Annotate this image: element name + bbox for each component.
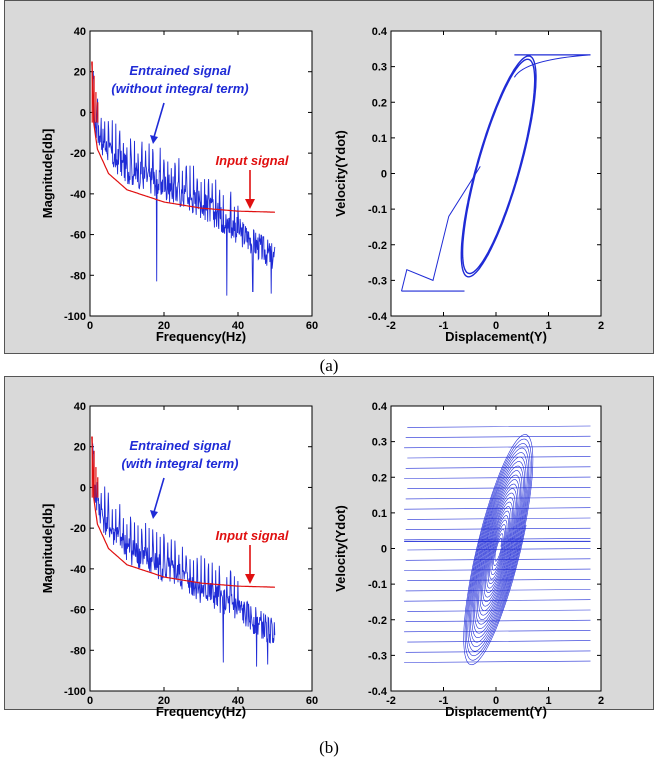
caption-a: (a) (319, 356, 339, 375)
y-tick-label: -0.4 (368, 311, 388, 323)
x-tick-label: 60 (306, 320, 318, 332)
x-tick-label: 0 (493, 695, 499, 707)
x-tick-label: 20 (158, 695, 170, 707)
chart-3: 0 20 40 60-100-80-60-40-2002040Frequency(Hz… (40, 401, 318, 719)
limit-cycle-line (460, 55, 537, 278)
x-axis-label: Displacement(Y) (445, 329, 547, 344)
y-axis-label: Velocity(Ydot) (333, 505, 348, 592)
chart-1: 0 20 40 60-100-80-60-40-2002040Frequency(Hz… (40, 26, 318, 344)
y-tick-label: 0 (381, 169, 387, 181)
transient-line (401, 166, 481, 292)
input-signal-line (91, 61, 275, 213)
x-axis-label: Displacement(Y) (445, 704, 547, 719)
y-tick-label: -0.2 (368, 615, 387, 627)
y-tick-label: -20 (70, 523, 86, 535)
y-axis-label: Magnitude[db] (40, 129, 55, 219)
x-tick-label: -2 (386, 320, 396, 332)
entrained-arrow-head (150, 510, 158, 519)
y-tick-label: -80 (70, 270, 86, 282)
x-tick-label: 0 (493, 320, 499, 332)
entrained-arrow-shaft (153, 477, 165, 513)
y-tick-label: -40 (70, 189, 86, 201)
y-tick-label: -100 (64, 686, 86, 698)
y-axis-label: Magnitude[db] (40, 504, 55, 594)
y-tick-label: -20 (70, 148, 86, 160)
y-tick-label: -80 (70, 645, 86, 657)
y-tick-label: -0.1 (368, 204, 387, 216)
y-tick-label: -100 (64, 311, 86, 323)
y-tick-label: -0.3 (368, 275, 387, 287)
plot-area (390, 30, 602, 317)
y-tick-label: 0.4 (372, 401, 388, 413)
x-tick-label: 60 (306, 695, 318, 707)
y-tick-label: 0.3 (372, 437, 387, 449)
spiral-trajectory (463, 434, 534, 666)
x-tick-label: -1 (439, 320, 449, 332)
x-tick-label: 40 (232, 320, 244, 332)
x-axis-label: Frequency(Hz) (156, 329, 246, 344)
input-signal-annotation: Input signal (216, 528, 289, 543)
entrained-arrow-head (150, 135, 158, 144)
y-axis-label: Velocity(Ydot) (333, 130, 348, 217)
input-signal-annotation: Input signal (216, 153, 289, 168)
y-tick-label: -40 (70, 564, 86, 576)
y-tick-label: 0.1 (372, 133, 387, 145)
y-tick-label: -0.2 (368, 240, 387, 252)
x-tick-label: 1 (545, 695, 551, 707)
y-tick-label: 40 (74, 401, 86, 413)
y-tick-label: 0.2 (372, 472, 387, 484)
x-tick-label: 40 (232, 695, 244, 707)
input-arrow-head (245, 574, 255, 584)
y-tick-label: 0.2 (372, 97, 387, 109)
entrained-signal-annotation-sub: (without integral term) (111, 81, 248, 96)
entrained-arrow-shaft (153, 102, 165, 138)
chart-4: -2 -1 0 1 2 -0.4 -0.3 -0.2 -0.1 0 0.1 0.2 0.3 0.4 Disp… (333, 401, 604, 719)
entrained-signal-line (91, 436, 276, 667)
y-tick-label: 0.1 (372, 508, 387, 520)
y-tick-label: -0.4 (368, 686, 388, 698)
saturation-approach (513, 54, 591, 78)
input-signal-line (91, 436, 275, 588)
y-tick-label: 0 (80, 482, 86, 494)
y-tick-label: 40 (74, 26, 86, 38)
x-tick-label: -1 (439, 695, 449, 707)
y-tick-label: 0 (381, 544, 387, 556)
entrained-signal-annotation: Entrained signal (129, 63, 231, 78)
y-tick-label: 20 (74, 67, 86, 79)
y-tick-label: -0.3 (368, 650, 387, 662)
x-tick-label: 2 (598, 320, 604, 332)
x-tick-label: 20 (158, 320, 170, 332)
chart-2: -2 -1 0 1 2 -0.4 -0.3 -0.2 -0.1 0 0.1 0.2 0.3 0.4 Disp… (333, 26, 604, 344)
x-tick-label: 0 (87, 695, 93, 707)
entrained-signal-annotation: Entrained signal (129, 438, 231, 453)
y-tick-label: -60 (70, 605, 86, 617)
y-tick-label: -60 (70, 230, 86, 242)
input-arrow-head (245, 199, 255, 209)
entrained-signal-line (91, 63, 276, 296)
x-axis-label: Frequency(Hz) (156, 704, 246, 719)
y-tick-label: 0 (80, 107, 86, 119)
y-tick-label: -0.1 (368, 579, 387, 591)
entrained-signal-annotation-sub: (with integral term) (121, 456, 238, 471)
x-tick-label: 0 (87, 320, 93, 332)
x-tick-label: -2 (386, 695, 396, 707)
caption-b: (b) (319, 738, 339, 757)
x-tick-label: 2 (598, 695, 604, 707)
y-tick-label: 0.3 (372, 62, 387, 74)
plot-area (89, 30, 313, 317)
y-tick-label: 0.4 (372, 26, 388, 38)
x-tick-label: 1 (545, 320, 551, 332)
y-tick-label: 20 (74, 442, 86, 454)
